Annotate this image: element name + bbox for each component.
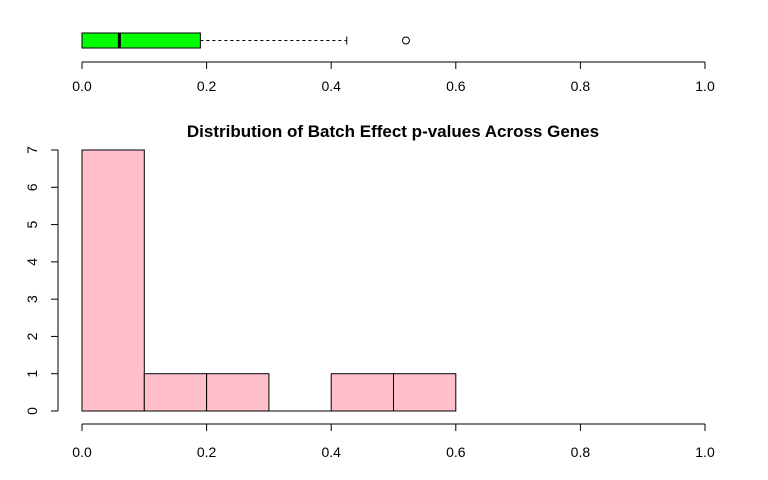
- histogram-x-tick-label: 0.8: [571, 444, 591, 460]
- boxplot-x-tick-label: 0.0: [72, 78, 92, 94]
- histogram-x-tick-label: 1.0: [695, 444, 715, 460]
- histogram-panel: Distribution of Batch Effect p-values Ac…: [24, 122, 715, 460]
- histogram-y-tick-label: 3: [24, 295, 40, 303]
- box-iqr: [81, 32, 201, 49]
- histogram-y-tick-label: 0: [24, 407, 40, 415]
- histogram-y-tick-label: 7: [24, 146, 40, 154]
- histogram-bar: [81, 149, 145, 412]
- boxplot-x-tick-label: 0.2: [197, 78, 217, 94]
- histogram-bar: [330, 373, 395, 412]
- histogram-y-tick-label: 1: [24, 370, 40, 378]
- histogram-bar: [206, 373, 270, 412]
- histogram-bar: [393, 373, 457, 412]
- histogram-x-tick-label: 0.0: [72, 444, 92, 460]
- histogram-y-tick-label: 4: [24, 258, 40, 266]
- histogram-x-tick-label: 0.4: [321, 444, 341, 460]
- boxplot-x-tick-label: 0.6: [446, 78, 466, 94]
- histogram-x-tick-label: 0.2: [197, 444, 217, 460]
- boxplot-x-tick-label: 1.0: [695, 78, 715, 94]
- boxplot-panel: 0.0 0.2 0.4 0.6 0.8 1.0: [72, 32, 715, 94]
- histogram-y-tick-label: 6: [24, 183, 40, 191]
- histogram-y-tick-label: 2: [24, 332, 40, 340]
- histogram-y-tick-label: 5: [24, 220, 40, 228]
- histogram-bar: [143, 373, 208, 412]
- box-outlier-point: [401, 36, 410, 45]
- boxplot-x-tick-label: 0.8: [571, 78, 591, 94]
- boxplot-x-tick-label: 0.4: [321, 78, 341, 94]
- histogram-x-tick-label: 0.6: [446, 444, 466, 460]
- chart-title: Distribution of Batch Effect p-values Ac…: [187, 122, 599, 141]
